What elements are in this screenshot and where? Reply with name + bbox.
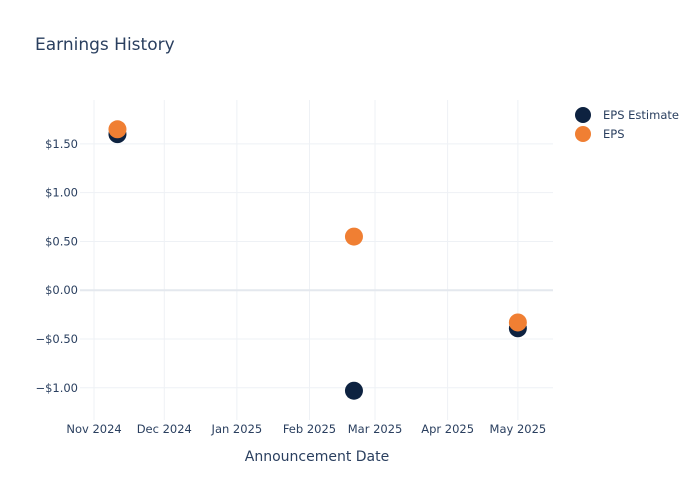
x-tick-label: Jan 2025: [211, 422, 263, 436]
y-tick-label: $0.50: [45, 234, 78, 248]
eps-point[interactable]: [344, 227, 363, 246]
legend-label: EPS: [603, 127, 625, 141]
chart-title: Earnings History: [35, 35, 175, 55]
y-axis-ticks: $1.50 $1.00 $0.50 $0.00 −$0.50 −$1.00: [35, 137, 78, 395]
eps-point[interactable]: [108, 120, 127, 139]
legend-marker: [575, 107, 591, 123]
x-tick-label: Dec 2024: [137, 422, 192, 436]
x-tick-label: Feb 2025: [283, 422, 336, 436]
x-axis-title: Announcement Date: [245, 449, 389, 465]
x-tick-label: May 2025: [490, 422, 547, 436]
x-tick-label: Mar 2025: [348, 422, 403, 436]
eps-estimate-point[interactable]: [344, 381, 363, 400]
legend-item-eps[interactable]: EPS: [575, 126, 625, 142]
y-tick-label: −$0.50: [35, 332, 78, 346]
y-tick-label: −$1.00: [35, 381, 78, 395]
y-tick-label: $1.00: [45, 186, 78, 200]
grid-lines: [80, 100, 553, 420]
legend-item-eps-estimate[interactable]: EPS Estimate: [575, 107, 679, 123]
x-tick-label: Nov 2024: [66, 422, 121, 436]
legend-marker: [575, 126, 591, 142]
legend[interactable]: EPS Estimate EPS: [575, 107, 679, 142]
y-tick-label: $1.50: [45, 137, 78, 151]
y-tick-label: $0.00: [45, 283, 78, 297]
legend-label: EPS Estimate: [603, 108, 679, 122]
eps-point[interactable]: [508, 313, 527, 332]
x-axis-ticks: Nov 2024 Dec 2024 Jan 2025 Feb 2025 Mar 2025…: [66, 422, 546, 436]
data-points[interactable]: [108, 120, 527, 400]
x-tick-label: Apr 2025: [421, 422, 474, 436]
